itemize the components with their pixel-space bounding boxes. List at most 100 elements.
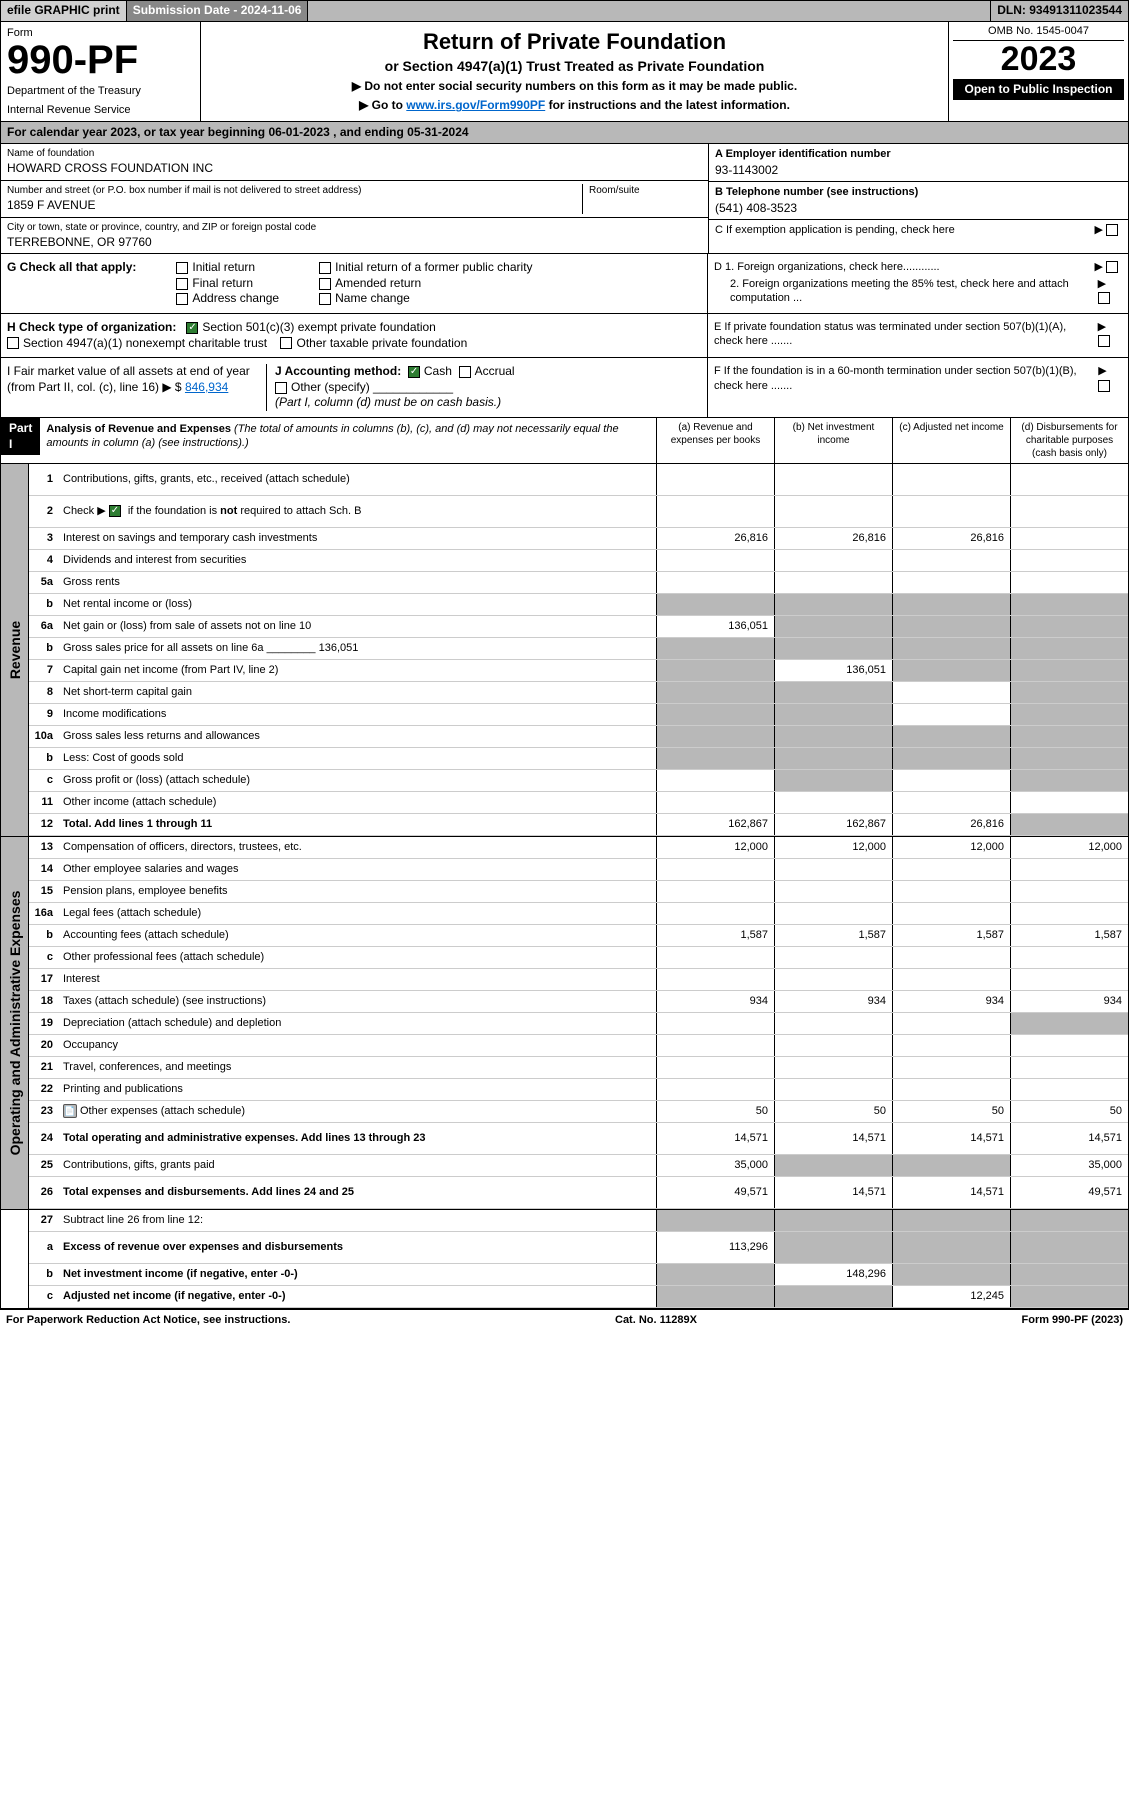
efile-label[interactable]: efile GRAPHIC print [1,1,127,21]
cell-b [774,947,892,968]
line-24: 24Total operating and administrative exp… [29,1123,1128,1155]
cell-a [656,792,774,813]
cell-b [774,903,892,924]
attachment-icon[interactable]: 📄 [63,1104,77,1118]
line-number: b [29,1267,59,1281]
cell-c: 26,816 [892,528,1010,549]
f-block: F If the foundation is in a 60-month ter… [708,358,1128,417]
col-a-head: (a) Revenue and expenses per books [656,418,774,463]
cell-a: 1,587 [656,925,774,946]
cell-b [774,594,892,615]
cell-d [1010,969,1128,990]
omb-number: OMB No. 1545-0047 [953,24,1124,41]
line-number: 12 [29,817,59,831]
line-number: 16a [29,906,59,920]
cell-d [1010,550,1128,571]
line-number: 23 [29,1104,59,1118]
form-subtitle: or Section 4947(a)(1) Trust Treated as P… [221,57,928,75]
cell-d [1010,594,1128,615]
line-9: 9Income modifications [29,704,1128,726]
cell-a: 26,816 [656,528,774,549]
j-other-checkbox[interactable] [275,382,287,394]
cell-d [1010,528,1128,549]
g-address-checkbox[interactable] [176,293,188,305]
g-initial-former-checkbox[interactable] [319,262,331,274]
cell-c [892,1035,1010,1056]
cell-b: 148,296 [774,1264,892,1285]
footer-mid: Cat. No. 11289X [615,1313,697,1327]
cell-b [774,792,892,813]
f-checkbox[interactable] [1098,380,1110,392]
c-checkbox[interactable] [1106,224,1118,236]
cell-c [892,572,1010,593]
line-label: Gross sales price for all assets on line… [59,639,656,657]
cell-c [892,1013,1010,1034]
line-number: 22 [29,1082,59,1096]
line-label: Legal fees (attach schedule) [59,904,656,922]
cell-c [892,792,1010,813]
cell-a [656,726,774,747]
g-name-change-checkbox[interactable] [319,293,331,305]
line-15: 15Pension plans, employee benefits [29,881,1128,903]
line-18: 18Taxes (attach schedule) (see instructi… [29,991,1128,1013]
h-501c3-checkbox[interactable] [186,322,198,334]
line-number: 13 [29,840,59,854]
line-16a: 16aLegal fees (attach schedule) [29,903,1128,925]
ein-label: A Employer identification number [715,147,1122,161]
arrow-icon: ▶ [1094,223,1122,237]
g-amended-checkbox[interactable] [319,278,331,290]
cell-b [774,464,892,495]
cell-a: 14,571 [656,1123,774,1154]
cell-a: 12,000 [656,837,774,858]
cell-c [892,682,1010,703]
line-1: 1Contributions, gifts, grants, etc., rec… [29,464,1128,496]
line-label: Occupancy [59,1036,656,1054]
line-label: Check ▶ if the foundation is not require… [59,502,656,520]
d2-checkbox[interactable] [1098,292,1110,304]
cell-a [656,1264,774,1285]
cell-a: 49,571 [656,1177,774,1208]
telephone: (541) 408-3523 [715,201,1122,217]
line-2: 2Check ▶ if the foundation is not requir… [29,496,1128,528]
cell-d [1010,748,1128,769]
cell-d: 49,571 [1010,1177,1128,1208]
line-number: 26 [29,1185,59,1199]
line-label: Total operating and administrative expen… [59,1129,656,1147]
header-center: Return of Private Foundation or Section … [201,22,948,121]
cell-c [892,1264,1010,1285]
cell-c [892,770,1010,791]
e-checkbox[interactable] [1098,335,1110,347]
cell-d: 12,000 [1010,837,1128,858]
cell-c [892,881,1010,902]
g-final-checkbox[interactable] [176,278,188,290]
d1-checkbox[interactable] [1106,261,1118,273]
cell-d [1010,704,1128,725]
cell-b: 14,571 [774,1123,892,1154]
cell-a [656,859,774,880]
g-initial-checkbox[interactable] [176,262,188,274]
cell-c [892,594,1010,615]
part1-desc: Analysis of Revenue and Expenses (The to… [40,418,656,455]
line-c: cAdjusted net income (if negative, enter… [29,1286,1128,1308]
cell-d: 14,571 [1010,1123,1128,1154]
header-right: OMB No. 1545-0047 2023 Open to Public In… [948,22,1128,121]
cell-d [1010,770,1128,791]
h-other-checkbox[interactable] [280,337,292,349]
summary-section: 27Subtract line 26 from line 12:aExcess … [0,1209,1129,1309]
j-accrual-checkbox[interactable] [459,366,471,378]
form990pf-link[interactable]: www.irs.gov/Form990PF [406,98,545,112]
cell-d [1010,1232,1128,1263]
line-17: 17Interest [29,969,1128,991]
line-number: 8 [29,685,59,699]
cell-c [892,726,1010,747]
j-cash-checkbox[interactable] [408,366,420,378]
line-label: Depreciation (attach schedule) and deple… [59,1014,656,1032]
h-4947-checkbox[interactable] [7,337,19,349]
cell-c [892,947,1010,968]
cell-c [892,1210,1010,1231]
cell-a [656,969,774,990]
revenue-section: Revenue 1Contributions, gifts, grants, e… [0,464,1129,836]
cell-d [1010,1264,1128,1285]
cell-b [774,1210,892,1231]
cell-d: 934 [1010,991,1128,1012]
